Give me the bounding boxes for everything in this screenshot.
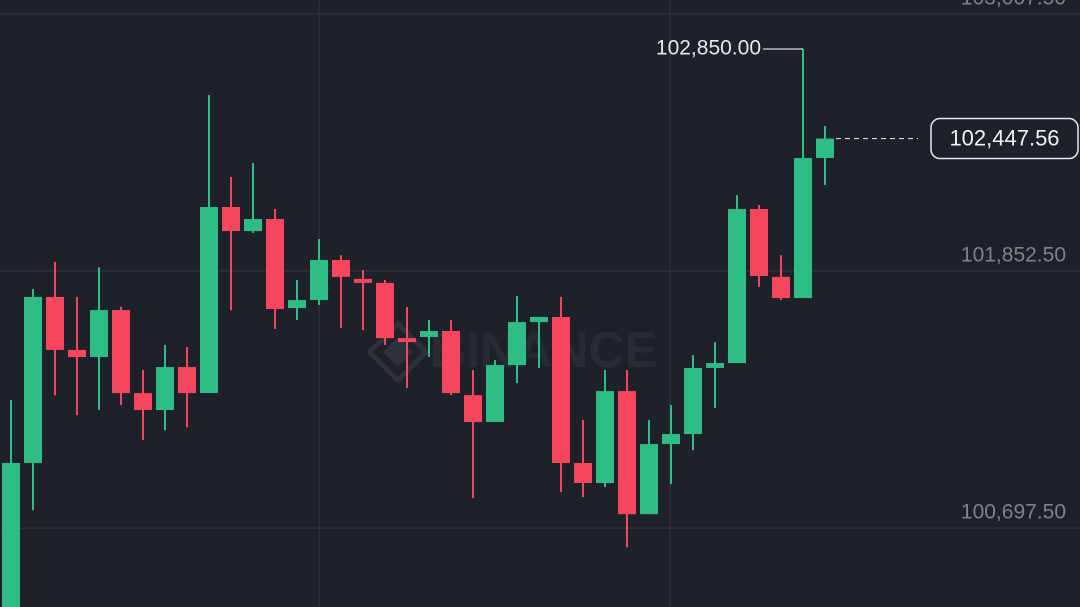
candle-body — [750, 209, 768, 277]
candle-body — [442, 330, 460, 394]
candle-body — [596, 391, 614, 484]
candle-body — [816, 138, 834, 159]
candle-body — [618, 391, 636, 515]
watermark-text: BINANCE — [430, 322, 658, 378]
candle-body — [398, 338, 416, 343]
candle-body — [200, 207, 218, 394]
candle-body — [332, 259, 350, 277]
candle-body — [156, 367, 174, 411]
candle-body — [376, 282, 394, 339]
candle-body — [222, 207, 240, 232]
candle-body — [244, 219, 262, 232]
y-tick-label: 101,852.50 — [961, 244, 1066, 267]
candle-body — [574, 462, 592, 484]
y-tick-label: 103,007.50 — [961, 0, 1066, 9]
candle-body — [134, 393, 152, 411]
candle-body — [486, 365, 504, 423]
candle-body — [310, 259, 328, 301]
candle-body — [68, 349, 86, 358]
candle-body — [2, 462, 20, 607]
candle-body — [420, 330, 438, 337]
candle-body — [640, 444, 658, 515]
candle-body — [24, 296, 42, 463]
last-price-label: 102,447.56 — [949, 125, 1059, 150]
high-label: 102,850.00 — [656, 37, 761, 60]
candle-body — [684, 367, 702, 435]
candle-body — [508, 322, 526, 366]
watermark: BINANCE — [366, 320, 658, 384]
candle-body — [354, 278, 372, 283]
candle-body — [178, 367, 196, 394]
last-price-box — [930, 117, 1079, 160]
candle-body — [112, 310, 130, 394]
y-tick-label: 100,697.50 — [961, 501, 1066, 524]
candle-body — [552, 316, 570, 463]
candle-body — [794, 158, 812, 299]
candle-body — [662, 434, 680, 445]
candle-body — [772, 276, 790, 299]
candle-body — [530, 316, 548, 323]
candle-body — [266, 219, 284, 309]
candle-body — [728, 209, 746, 364]
candle-body — [706, 363, 724, 368]
candle-body — [464, 395, 482, 423]
candle-body — [46, 296, 64, 350]
candle-body — [288, 300, 306, 309]
candle-body — [90, 310, 108, 358]
